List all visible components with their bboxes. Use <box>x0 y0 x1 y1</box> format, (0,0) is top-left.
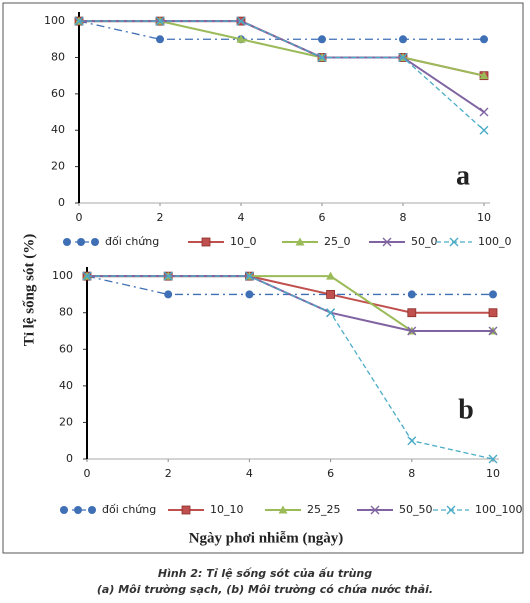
legend-marker <box>278 505 288 514</box>
marker <box>163 271 173 281</box>
y-tick-label: 100 <box>44 14 65 27</box>
marker <box>326 290 336 299</box>
marker <box>164 290 173 299</box>
legend-marker <box>382 237 392 247</box>
legend-label: 100_100 <box>475 503 523 516</box>
x-tick-label: 0 <box>84 467 91 480</box>
x-axis-label: Ngày phơi nhiễm (ngày) <box>189 530 344 546</box>
legend-label: 10_10 <box>210 503 244 516</box>
panel-label: a <box>456 160 470 191</box>
marker <box>155 16 165 26</box>
y-tick-label: 20 <box>51 160 65 173</box>
marker <box>407 436 417 446</box>
marker <box>74 16 84 26</box>
marker <box>399 35 407 44</box>
legend-label: 25_25 <box>307 503 341 516</box>
marker <box>156 35 164 44</box>
legend-label: đối chứng <box>105 235 159 248</box>
series-line <box>87 275 494 460</box>
marker <box>479 71 489 80</box>
marker <box>407 308 417 318</box>
frame <box>2 2 524 554</box>
y-tick-label: 0 <box>58 196 65 209</box>
legend-marker <box>295 237 305 246</box>
legend-label: 50_50 <box>399 503 433 516</box>
y-tick-label: 40 <box>51 123 65 136</box>
marker <box>245 290 254 299</box>
marker <box>489 290 497 299</box>
series-line <box>79 20 485 113</box>
marker <box>488 308 498 318</box>
y-axis-label: Tỉ lệ sống sót (%) <box>21 234 37 347</box>
y-tick-label: 80 <box>51 50 65 63</box>
x-tick-label: 8 <box>408 467 415 480</box>
legend-label: 50_0 <box>411 235 438 248</box>
marker <box>398 52 408 62</box>
legend-marker <box>91 238 99 246</box>
y-tick-label: 100 <box>52 269 73 282</box>
y-tick-label: 40 <box>59 379 73 392</box>
caption: Hình 2: Tỉ lệ sống sót của ấu trùng <box>158 567 372 580</box>
series-line <box>79 20 485 131</box>
x-tick-label: 10 <box>486 467 500 480</box>
legend-marker <box>370 505 380 515</box>
legend-label: 10_0 <box>230 235 257 248</box>
marker <box>236 34 246 43</box>
x-tick-label: 2 <box>157 211 164 224</box>
marker <box>407 326 417 336</box>
legend-marker <box>63 238 71 246</box>
legend-marker <box>60 506 68 514</box>
marker <box>407 290 416 299</box>
legend-marker <box>201 237 211 247</box>
legend-label: 25_0 <box>324 235 351 248</box>
marker <box>317 52 327 62</box>
caption: (a) Môi trường sạch, (b) Môi trường có c… <box>97 583 433 596</box>
panel-label: b <box>458 394 474 425</box>
marker <box>82 271 92 281</box>
marker <box>326 271 336 280</box>
x-tick-label: 10 <box>477 211 491 224</box>
series-line <box>78 20 484 40</box>
y-tick-label: 0 <box>66 452 73 465</box>
legend-marker <box>74 506 82 514</box>
legend-label: đối chứng <box>102 503 156 516</box>
legend-marker <box>449 237 459 247</box>
series-line <box>79 20 485 77</box>
x-tick-label: 6 <box>327 467 334 480</box>
marker <box>488 454 498 464</box>
y-tick-label: 20 <box>59 415 73 428</box>
legend-marker <box>181 505 191 515</box>
marker <box>236 16 246 26</box>
marker <box>488 326 498 336</box>
legend-marker <box>446 505 456 515</box>
x-tick-label: 6 <box>319 211 326 224</box>
marker <box>479 125 489 135</box>
legend-marker <box>77 238 85 246</box>
legend-marker <box>88 506 96 514</box>
marker <box>479 107 489 117</box>
x-tick-label: 8 <box>400 211 407 224</box>
marker <box>244 271 254 281</box>
x-tick-label: 2 <box>165 467 172 480</box>
marker <box>326 308 336 318</box>
x-tick-label: 0 <box>76 211 83 224</box>
y-tick-label: 80 <box>59 306 73 319</box>
y-tick-label: 60 <box>59 342 73 355</box>
x-tick-label: 4 <box>246 467 253 480</box>
legend-label: 100_0 <box>478 235 512 248</box>
marker <box>480 35 488 44</box>
y-tick-label: 60 <box>51 87 65 100</box>
marker <box>318 35 326 44</box>
x-tick-label: 4 <box>238 211 245 224</box>
